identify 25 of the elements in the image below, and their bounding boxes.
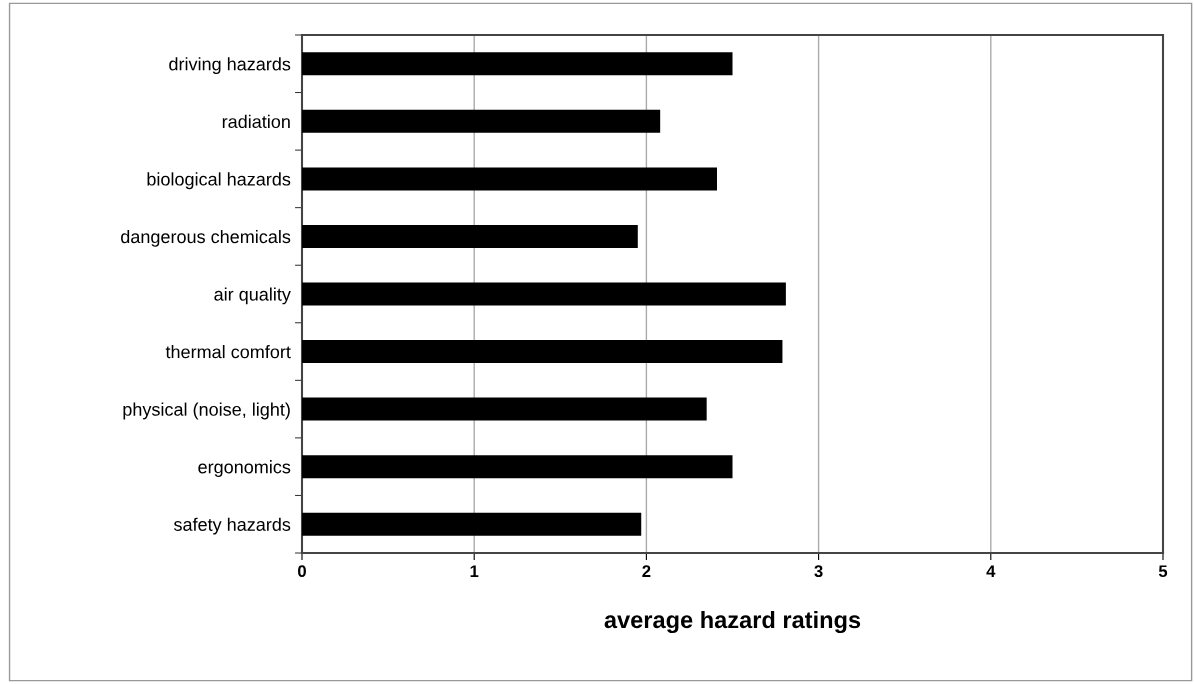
x-tick-label: 3 bbox=[814, 565, 823, 578]
y-tick-label: dangerous chemicals bbox=[121, 229, 291, 247]
bar bbox=[302, 167, 717, 191]
x-axis-title: average hazard ratings bbox=[604, 610, 861, 634]
bar bbox=[302, 52, 733, 76]
y-tick-label: safety hazards bbox=[173, 517, 291, 535]
bar bbox=[302, 512, 642, 536]
bar bbox=[302, 397, 707, 421]
y-tick-label: biological hazards bbox=[147, 172, 291, 190]
y-tick-label: physical (noise, light) bbox=[123, 402, 290, 420]
bar bbox=[302, 109, 661, 133]
x-tick-label: 1 bbox=[470, 565, 479, 577]
x-tick-label: 0 bbox=[298, 565, 306, 578]
y-tick-label: ergonomics bbox=[198, 460, 291, 477]
bar bbox=[302, 282, 786, 306]
x-tick-label: 4 bbox=[986, 565, 996, 577]
bar bbox=[302, 224, 638, 248]
y-tick-label: air quality bbox=[214, 287, 291, 305]
x-tick-label: 5 bbox=[1158, 565, 1168, 578]
y-tick-label: driving hazards bbox=[169, 57, 291, 75]
y-tick-label: radiation bbox=[222, 114, 290, 129]
bar bbox=[302, 455, 733, 479]
y-tick-label: thermal comfort bbox=[165, 345, 291, 359]
x-tick-label: 2 bbox=[642, 565, 651, 577]
bar bbox=[302, 340, 783, 364]
